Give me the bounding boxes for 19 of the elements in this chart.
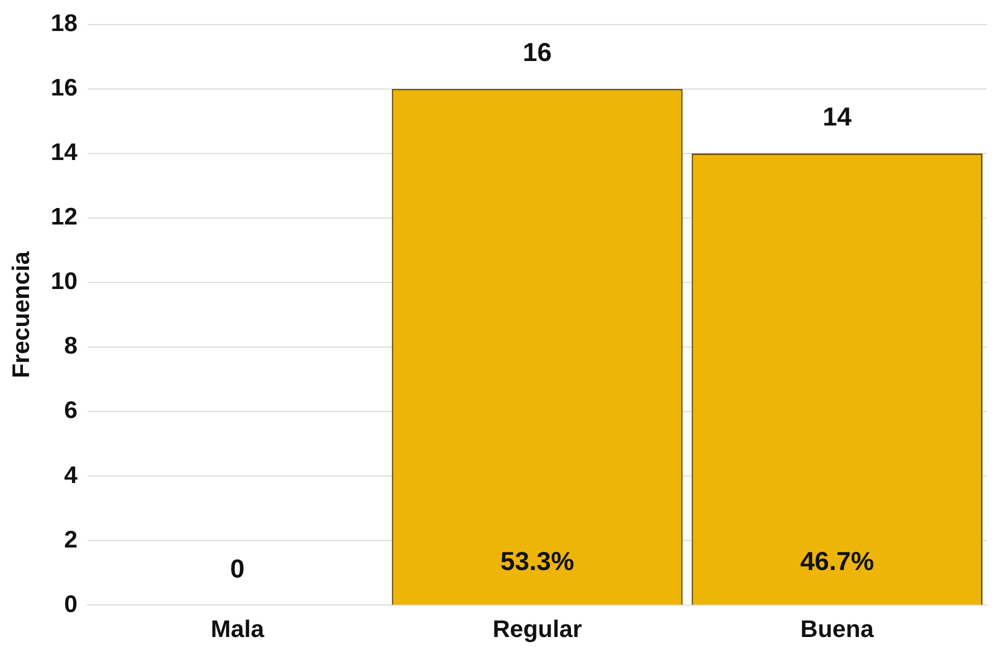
- y-tick-label: 10: [50, 268, 78, 296]
- y-tick-label: 18: [50, 10, 78, 38]
- y-tick-label: 0: [64, 590, 78, 618]
- data-label: 0: [230, 553, 245, 584]
- y-tick-label: 14: [50, 139, 78, 166]
- annotation: 46.7%: [800, 546, 874, 576]
- y-tick-label: 6: [64, 397, 78, 424]
- x-tick-label: Mala: [210, 616, 265, 644]
- y-tick-label: 12: [50, 204, 78, 231]
- y-tick-label: 2: [64, 526, 78, 554]
- y-tick-label: 4: [64, 462, 78, 489]
- y-tick-label: 8: [64, 332, 78, 360]
- annotation: 53.3%: [500, 546, 574, 576]
- x-tick-label: Regular: [492, 616, 582, 644]
- y-axis-title: Frecuencia: [8, 250, 36, 378]
- x-tick-label: Buena: [800, 616, 874, 644]
- data-label: 14: [822, 102, 852, 132]
- data-label: 16: [522, 37, 552, 68]
- y-tick-label: 16: [50, 74, 78, 102]
